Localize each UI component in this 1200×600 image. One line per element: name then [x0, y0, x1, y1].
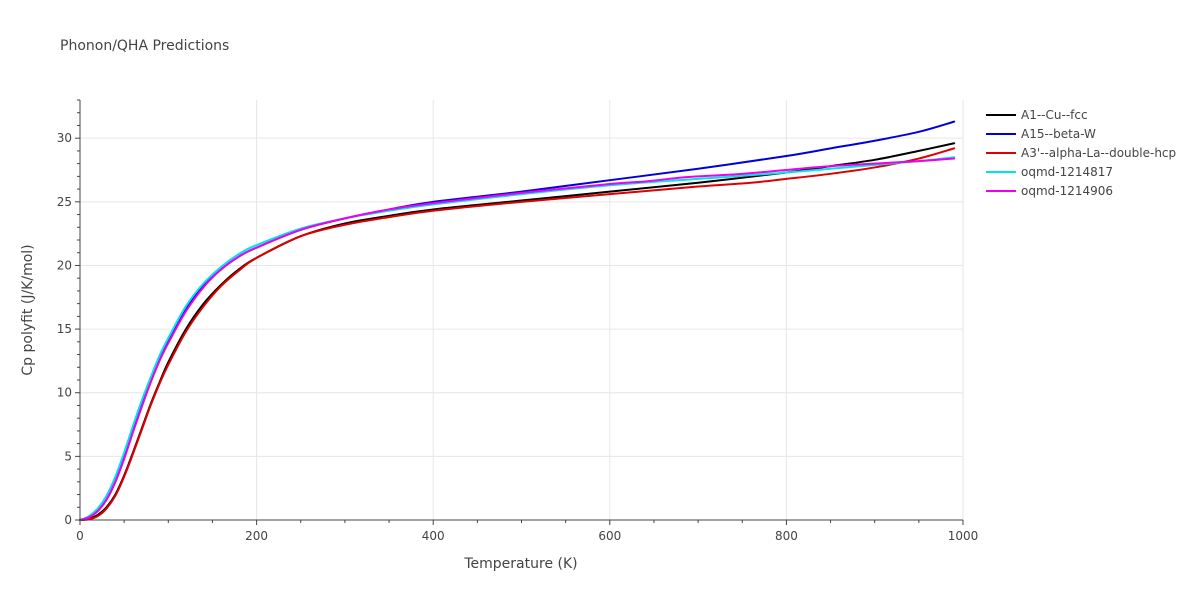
- x-tick-label: 1000: [948, 529, 979, 543]
- legend-label: oqmd-1214817: [1021, 165, 1113, 179]
- x-tick-label: 400: [422, 529, 445, 543]
- legend-item-oqmd-1214817[interactable]: oqmd-1214817: [986, 165, 1113, 179]
- legend-item-oqmd-1214906[interactable]: oqmd-1214906: [986, 184, 1113, 198]
- y-tick-label: 0: [64, 513, 72, 527]
- legend[interactable]: A1--Cu--fcc A15--beta-W A3'--alpha-La--dou…: [986, 108, 1176, 198]
- y-axis-title: Cp polyfit (J/K/mol): [20, 244, 36, 375]
- series-line-a1-cu-fcc[interactable]: [79, 142, 956, 521]
- y-tick-label: 25: [57, 195, 72, 209]
- series-line-a3-alpha-la-double-hcp[interactable]: [79, 147, 956, 521]
- chart-title: Phonon/QHA Predictions: [60, 38, 229, 54]
- x-tick-label: 800: [775, 529, 798, 543]
- axes: 0 200 400 600 800 1000 0 5 10 15 20 25 30: [57, 99, 979, 543]
- legend-item-a15-beta-w[interactable]: A15--beta-W: [986, 127, 1096, 141]
- y-tick-label: 5: [64, 449, 72, 463]
- x-tick-label: 0: [76, 529, 84, 543]
- legend-item-a1-cu-fcc[interactable]: A1--Cu--fcc: [986, 108, 1088, 122]
- legend-label: oqmd-1214906: [1021, 184, 1113, 198]
- x-tick-label: 200: [245, 529, 268, 543]
- series-line-oqmd-1214817[interactable]: [79, 156, 956, 521]
- y-tick-label: 30: [57, 131, 72, 145]
- legend-label: A3'--alpha-La--double-hcp: [1021, 146, 1176, 160]
- series-line-a15-beta-w[interactable]: [79, 120, 956, 521]
- legend-label: A15--beta-W: [1021, 127, 1096, 141]
- series-line-oqmd-1214906[interactable]: [79, 157, 956, 521]
- legend-label: A1--Cu--fcc: [1021, 108, 1088, 122]
- grid: [80, 100, 964, 520]
- plot-area[interactable]: [79, 120, 956, 521]
- x-axis-title: Temperature (K): [463, 556, 577, 572]
- y-tick-label: 10: [57, 386, 72, 400]
- legend-item-a3-alpha-la-double-hcp[interactable]: A3'--alpha-La--double-hcp: [986, 146, 1176, 160]
- x-tick-label: 600: [598, 529, 621, 543]
- y-tick-label: 20: [57, 258, 72, 272]
- y-tick-label: 15: [57, 322, 72, 336]
